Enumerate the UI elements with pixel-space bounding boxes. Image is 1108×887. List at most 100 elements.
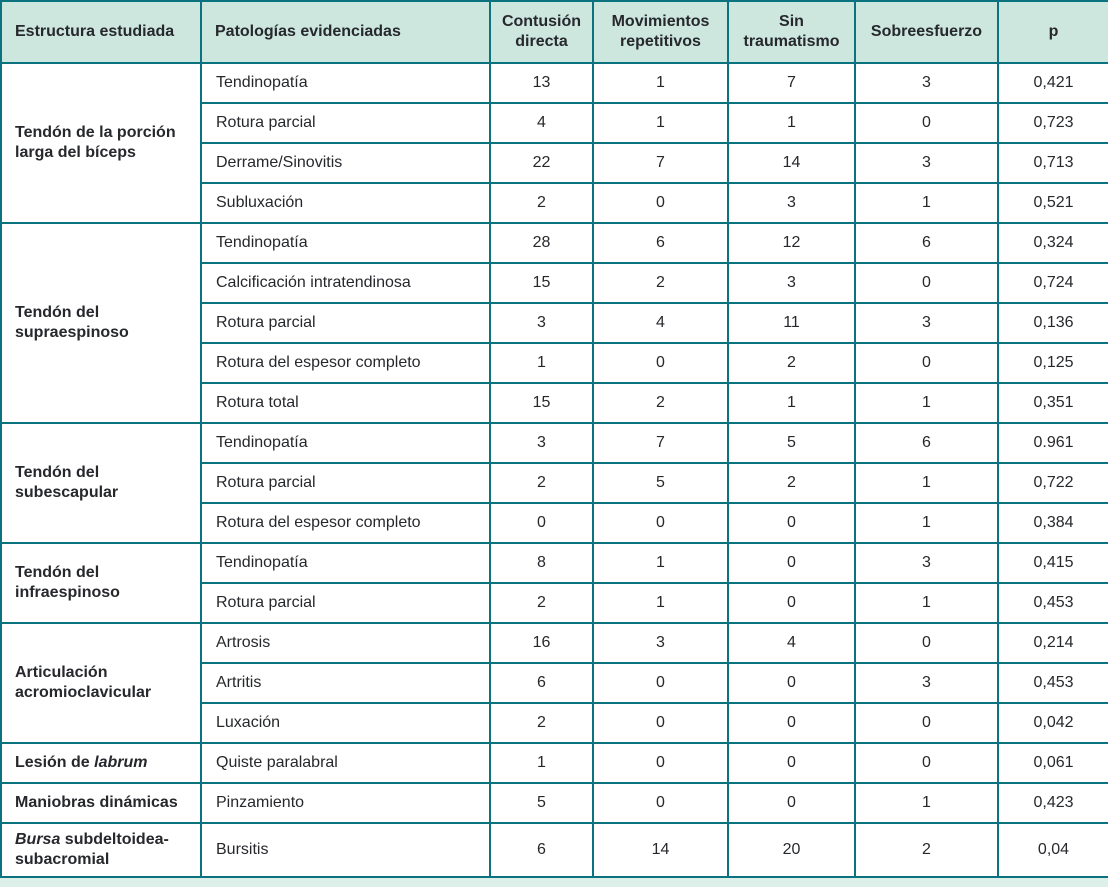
p-value-cell: 0,453 [997,662,1108,704]
p-value-cell: 0,415 [997,542,1108,584]
value-cell: 0 [854,342,999,384]
structure-cell: Tendón de la porción larga del bíceps [0,62,202,224]
value-cell: 15 [489,262,594,304]
table-row: Rotura del espesor completo 1 0 2 0 0,125 [1,342,1108,384]
table-row: Derrame/Sinovitis 22 7 14 3 0,713 [1,142,1108,184]
structure-cell: Maniobras dinámicas [0,782,202,824]
value-cell: 0 [727,702,856,744]
pathology-cell: Quiste paralabral [200,742,491,784]
column-header-sin-traumatismo: Sin traumatismo [727,0,856,64]
pathology-cell: Rotura total [200,382,491,424]
p-value-cell: 0,423 [997,782,1108,824]
value-cell: 13 [489,62,594,104]
value-cell: 2 [727,462,856,504]
value-cell: 2 [489,182,594,224]
p-value-cell: 0,722 [997,462,1108,504]
value-cell: 20 [727,822,856,878]
table-row: Rotura del espesor completo 0 0 0 1 0,384 [1,502,1108,544]
value-cell: 0 [854,102,999,144]
table-row: Tendón del subescapular Tendinopatía 3 7 5 6 0… [0,422,1108,544]
p-value-cell: 0,453 [997,582,1108,624]
column-header-estructura: Estructura estudiada [0,0,202,64]
value-cell: 7 [592,422,729,464]
value-cell: 22 [489,142,594,184]
table-row: Rotura parcial 2 5 2 1 0,722 [1,462,1108,504]
value-cell: 3 [727,262,856,304]
structure-label: Tendón del subescapular [15,464,119,501]
value-cell: 1 [727,382,856,424]
value-cell: 0 [592,182,729,224]
value-cell: 0 [592,782,729,824]
pathology-cell: Tendinopatía [200,422,491,464]
structure-label: Maniobras dinámicas [15,794,178,811]
header-row: Estructura estudiada Patologías evidenci… [0,0,1108,64]
value-cell: 6 [854,222,999,264]
value-cell: 5 [727,422,856,464]
table-row: Subluxación 2 0 3 1 0,521 [1,182,1108,224]
value-cell: 1 [592,542,729,584]
value-cell: 0 [727,662,856,704]
structure-label: Tendón de la porción larga del bíceps [15,124,176,161]
value-cell: 4 [727,622,856,664]
value-cell: 0 [592,502,729,544]
table-row: Tendón del supraespinoso Tendinopatía 28 6 1… [0,222,1108,424]
pathology-cell: Luxación [200,702,491,744]
table-row: Tendón de la porción larga del bíceps Ten… [0,62,1108,224]
p-value-cell: 0,421 [997,62,1108,104]
table-row: Rotura parcial 3 4 11 3 0,136 [1,302,1108,344]
structure-cell: Tendón del subescapular [0,422,202,544]
value-cell: 0 [727,782,856,824]
value-cell: 1 [592,102,729,144]
pathology-cell: Bursitis [200,822,491,878]
value-cell: 1 [727,102,856,144]
value-cell: 1 [489,742,594,784]
table-row: Artritis 6 0 0 3 0,453 [1,662,1108,704]
value-cell: 5 [489,782,594,824]
value-cell: 14 [592,822,729,878]
p-value-cell: 0,04 [997,822,1108,878]
value-cell: 6 [854,422,999,464]
p-value-cell: 0,061 [997,742,1108,784]
pathology-cell: Rotura parcial [200,302,491,344]
value-cell: 5 [592,462,729,504]
structure-cell: Tendón del infraespinoso [0,542,202,624]
pathology-cell: Tendinopatía [200,62,491,104]
value-cell: 12 [727,222,856,264]
value-cell: 7 [592,142,729,184]
structure-label: subdeltoidea-subacromial [15,831,169,868]
value-cell: 6 [489,662,594,704]
value-cell: 3 [489,422,594,464]
column-header-movimientos-repetitivos: Movimientos repetitivos [592,0,729,64]
value-cell: 1 [854,182,999,224]
table-body: Tendón de la porción larga del bíceps Ten… [0,62,1108,878]
p-value-cell: 0,521 [997,182,1108,224]
value-cell: 0 [489,502,594,544]
table-row: Rotura parcial 2 1 0 1 0,453 [1,582,1108,624]
structure-label: Tendón del infraespinoso [15,564,120,601]
column-header-sobreesfuerzo: Sobreesfuerzo [854,0,999,64]
value-cell: 1 [592,582,729,624]
value-cell: 0 [592,342,729,384]
column-header-p: p [997,0,1108,64]
table-header: Estructura estudiada Patologías evidenci… [0,0,1108,64]
value-cell: 3 [592,622,729,664]
value-cell: 0 [727,582,856,624]
value-cell: 6 [592,222,729,264]
value-cell: 0 [727,502,856,544]
value-cell: 2 [592,382,729,424]
table-row: Luxación 2 0 0 0 0,042 [1,702,1108,744]
value-cell: 3 [854,142,999,184]
p-value-cell: 0,384 [997,502,1108,544]
value-cell: 1 [489,342,594,384]
p-value-cell: 0,214 [997,622,1108,664]
p-value-cell: 0,724 [997,262,1108,304]
table-row: Tendón del infraespinoso Tendinopatía 8 1 0 3… [0,542,1108,624]
value-cell: 8 [489,542,594,584]
value-cell: 0 [854,262,999,304]
pathology-cell: Artritis [200,662,491,704]
value-cell: 2 [592,262,729,304]
value-cell: 0 [592,742,729,784]
pathology-cell: Rotura del espesor completo [200,342,491,384]
